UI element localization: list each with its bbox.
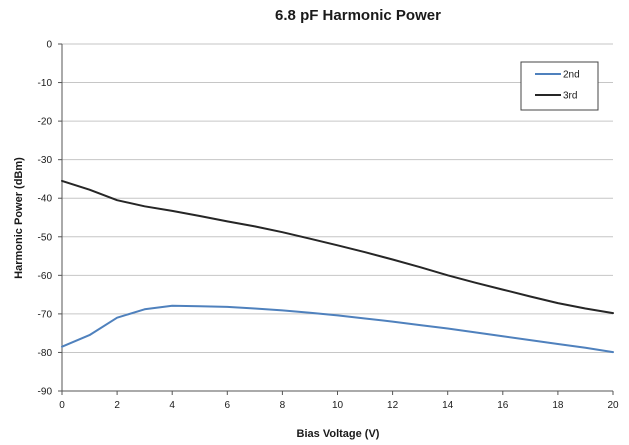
data-series (61, 179, 614, 354)
x-tick-label: 16 (497, 400, 509, 411)
x-tick-label: 12 (387, 400, 399, 411)
y-tick-labels: 0 -10 -20 -30 -40 -50 -60 -70 -80 -90 (38, 40, 53, 398)
y-tick-label: 0 (46, 40, 52, 51)
y-tick-label: -20 (38, 117, 53, 128)
x-tick-label: 0 (59, 400, 65, 411)
x-tick-label: 4 (169, 400, 175, 411)
series-line-2nd (61, 304, 614, 354)
y-tick-label: -90 (38, 387, 53, 398)
y-tick-label: -40 (38, 194, 53, 205)
legend-box (520, 61, 599, 111)
y-tick-label: -80 (38, 348, 53, 359)
axes (58, 43, 614, 395)
y-tick-label: -50 (38, 232, 53, 243)
x-tick-label: 10 (332, 400, 344, 411)
x-axis-label: Bias Voltage (V) (297, 428, 380, 440)
x-tick-label: 8 (280, 400, 286, 411)
legend-label-3rd: 3rd (563, 91, 577, 102)
legend: 2nd 3rd (520, 61, 599, 111)
series-line-3rd (61, 179, 614, 315)
legend-label-2nd: 2nd (563, 70, 580, 81)
y-tick-label: -10 (38, 78, 53, 89)
chart-title: 6.8 pF Harmonic Power (275, 7, 441, 24)
x-tick-label: 20 (607, 400, 619, 411)
x-tick-label: 6 (225, 400, 231, 411)
x-tick-labels: 0 2 4 6 8 10 12 14 16 18 20 (59, 400, 619, 411)
y-axis-label: Harmonic Power (dBm) (13, 157, 25, 279)
y-tick-label: -60 (38, 271, 53, 282)
y-tick-label: -70 (38, 309, 53, 320)
x-tick-label: 14 (442, 400, 454, 411)
y-tick-label: -30 (38, 155, 53, 166)
x-tick-label: 2 (114, 400, 120, 411)
x-tick-label: 18 (552, 400, 564, 411)
